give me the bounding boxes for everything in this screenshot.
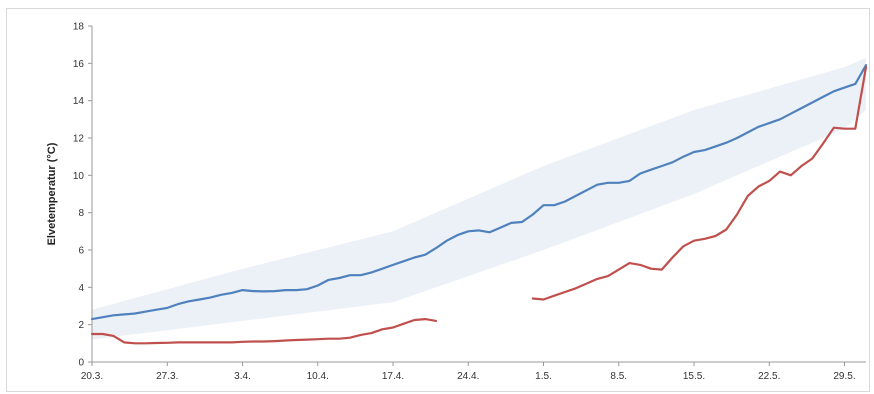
x-tick-label: 3.4. xyxy=(234,371,251,382)
y-tick-label: 18 xyxy=(73,22,85,33)
series-lines xyxy=(90,64,868,345)
series-line-3 xyxy=(531,65,868,301)
y-tick-label: 16 xyxy=(73,59,85,70)
y-tick-label: 6 xyxy=(78,246,84,257)
x-tick-label: 8.5. xyxy=(610,371,627,382)
x-tick-label: 1.5. xyxy=(535,371,552,382)
x-tick-label: 29.5. xyxy=(833,371,855,382)
y-tick-label: 0 xyxy=(78,358,84,369)
band-area xyxy=(92,57,866,340)
y-axis-label: Elvetemperatur (°C) xyxy=(46,142,58,245)
y-tick-label: 2 xyxy=(78,320,84,331)
y-tick-label: 12 xyxy=(73,134,85,145)
x-tick-label: 10.4. xyxy=(307,371,329,382)
x-tick-label: 24.4. xyxy=(457,371,479,382)
x-tick-label: 22.5. xyxy=(758,371,780,382)
x-tick-label: 27.3. xyxy=(156,371,178,382)
y-tick-label: 10 xyxy=(73,171,85,182)
x-tick-label: 15.5. xyxy=(683,371,705,382)
y-tick-label: 4 xyxy=(78,283,84,294)
y-tick-label: 14 xyxy=(73,96,85,107)
range-band xyxy=(92,57,866,340)
series-line-2 xyxy=(90,318,438,345)
series-line-1 xyxy=(90,64,868,321)
x-tick-label: 20.3. xyxy=(81,371,103,382)
x-tick-label: 17.4. xyxy=(382,371,404,382)
axes: 0 2 4 6 8 10 12 14 16 18 20.3. 27.3. 3.4. 10.4. 17.4. 2… xyxy=(73,22,866,382)
y-tick-label: 8 xyxy=(78,208,84,219)
